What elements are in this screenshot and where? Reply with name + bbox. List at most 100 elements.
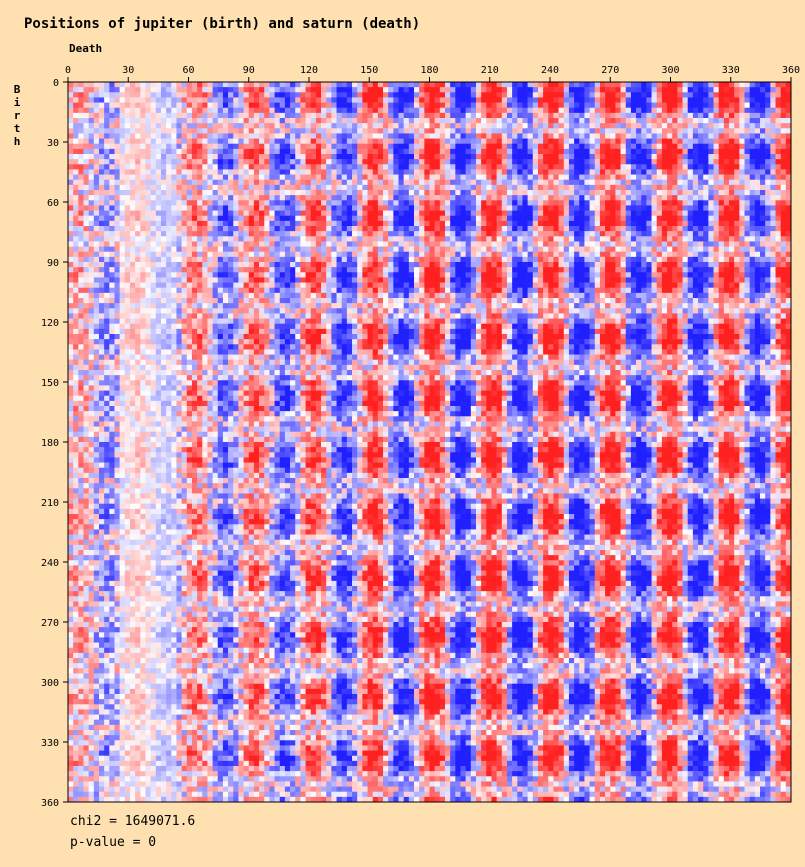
heatmap-cell xyxy=(625,169,632,175)
heatmap-cell xyxy=(589,107,596,114)
heatmap-cell xyxy=(279,246,286,253)
heatmap-cell xyxy=(698,195,704,201)
heatmap-cell xyxy=(532,179,539,186)
heatmap-cell xyxy=(749,87,756,93)
heatmap-cell xyxy=(713,164,719,170)
heatmap-cell xyxy=(352,184,358,191)
heatmap-cell xyxy=(749,195,756,201)
heatmap-cell xyxy=(73,143,79,150)
heatmap-cell xyxy=(290,215,296,222)
heatmap-cell xyxy=(532,143,539,150)
heatmap-cell xyxy=(641,226,647,232)
heatmap-cell xyxy=(682,159,689,165)
heatmap-cell xyxy=(522,164,528,170)
heatmap-cell xyxy=(253,112,260,119)
heatmap-cell xyxy=(403,148,410,155)
heatmap-cell xyxy=(336,154,342,160)
heatmap-cell xyxy=(589,87,596,93)
heatmap-cell xyxy=(594,190,601,196)
heatmap-cell xyxy=(73,112,79,119)
heatmap-cell xyxy=(429,205,435,211)
heatmap-cell xyxy=(186,92,193,98)
heatmap-cell xyxy=(135,82,141,88)
heatmap-cell xyxy=(527,154,534,160)
heatmap-cell xyxy=(290,133,296,139)
heatmap-cell xyxy=(259,154,265,160)
heatmap-cell xyxy=(176,118,182,124)
heatmap-cell xyxy=(739,154,745,160)
heatmap-cell xyxy=(290,169,296,175)
heatmap-cell xyxy=(496,205,503,211)
heatmap-cell xyxy=(83,112,89,119)
heatmap-cell xyxy=(517,174,523,181)
heatmap-cell xyxy=(584,205,590,211)
heatmap-cell xyxy=(295,226,301,232)
heatmap-cell xyxy=(785,231,792,237)
heatmap-cell xyxy=(233,82,239,88)
heatmap-cell xyxy=(202,246,208,253)
heatmap-cell xyxy=(83,128,89,134)
heatmap-cell xyxy=(295,210,301,217)
heatmap-cell xyxy=(346,241,353,247)
heatmap-cell xyxy=(744,174,750,181)
heatmap-cell xyxy=(171,112,177,119)
heatmap-cell xyxy=(677,154,683,160)
heatmap-cell xyxy=(672,256,678,263)
heatmap-cell xyxy=(703,159,709,165)
heatmap-cell xyxy=(506,148,513,155)
y-tick-label: 360 xyxy=(41,798,59,809)
heatmap-cell xyxy=(160,179,167,186)
heatmap-cell xyxy=(78,123,84,129)
heatmap-cell xyxy=(414,148,420,155)
heatmap-cell xyxy=(770,128,776,134)
heatmap-cell xyxy=(553,107,559,114)
heatmap-cell xyxy=(166,251,172,258)
heatmap-cell xyxy=(698,220,704,227)
heatmap-cell xyxy=(594,236,601,242)
heatmap-cell xyxy=(599,82,606,88)
heatmap-cell xyxy=(460,164,466,170)
heatmap-cell xyxy=(331,246,337,253)
heatmap-cell xyxy=(543,241,549,247)
heatmap-cell xyxy=(744,107,750,114)
heatmap-cell xyxy=(429,92,435,98)
heatmap-cell xyxy=(517,210,523,217)
heatmap-cell xyxy=(501,154,508,160)
heatmap-cell xyxy=(594,128,601,134)
heatmap-cell xyxy=(352,87,358,93)
heatmap-cell xyxy=(563,184,570,191)
heatmap-cell xyxy=(367,190,373,196)
heatmap-cell xyxy=(171,138,177,145)
heatmap-cell xyxy=(548,154,554,160)
heatmap-cell xyxy=(233,236,239,242)
heatmap-cell xyxy=(501,102,508,109)
heatmap-cell xyxy=(651,179,658,186)
heatmap-cell xyxy=(713,82,719,88)
heatmap-cell xyxy=(553,123,559,129)
heatmap-cell xyxy=(212,92,219,98)
heatmap-cell xyxy=(88,231,95,237)
heatmap-cell xyxy=(698,128,704,134)
heatmap-cell xyxy=(656,92,663,98)
heatmap-cell xyxy=(383,195,389,201)
heatmap-cell xyxy=(672,112,678,119)
heatmap-cell xyxy=(584,226,590,232)
heatmap-cell xyxy=(491,200,497,206)
heatmap-cell xyxy=(78,246,84,253)
heatmap-cell xyxy=(775,82,781,88)
heatmap-cell xyxy=(584,179,590,186)
heatmap-cell xyxy=(264,236,270,242)
heatmap-cell xyxy=(506,143,513,150)
heatmap-cell xyxy=(124,107,131,114)
heatmap-cell xyxy=(88,205,95,211)
heatmap-cell xyxy=(723,154,730,160)
heatmap-cell xyxy=(135,133,141,139)
heatmap-cell xyxy=(269,97,275,103)
heatmap-cell xyxy=(104,174,110,181)
heatmap-cell xyxy=(83,174,89,181)
heatmap-cell xyxy=(408,184,415,191)
heatmap-cell xyxy=(259,92,265,98)
heatmap-cell xyxy=(543,97,549,103)
heatmap-cell xyxy=(543,112,549,119)
heatmap-cell xyxy=(460,251,466,258)
